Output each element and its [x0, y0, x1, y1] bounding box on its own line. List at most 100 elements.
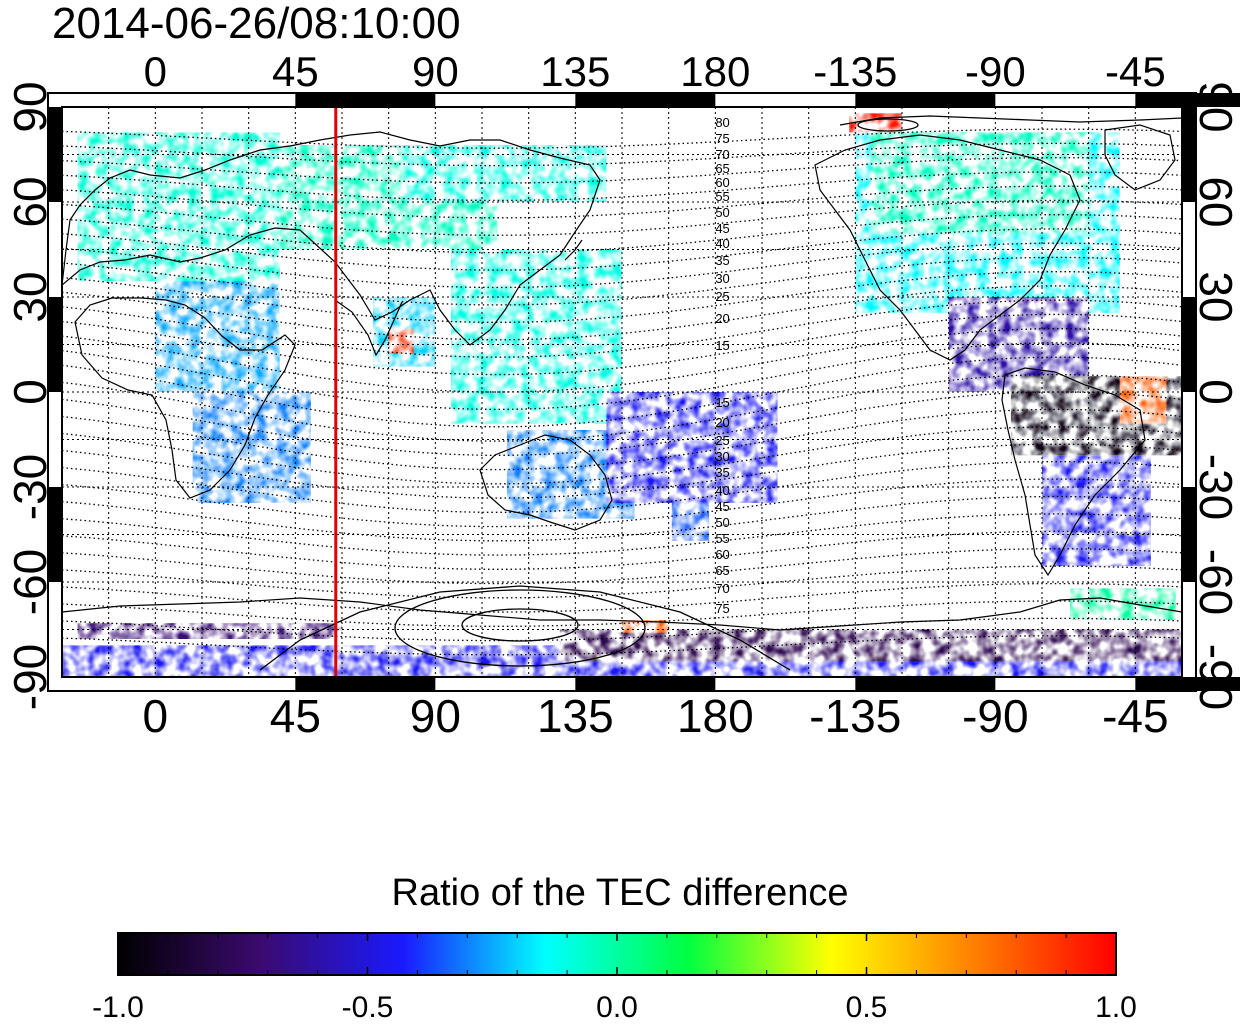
x-tick-label-bottom: -45 [1102, 690, 1168, 742]
y-tick-label-left: 0 [4, 379, 56, 405]
x-tick-label-top: -135 [813, 48, 897, 95]
contour-line [62, 513, 1182, 556]
frame-bands [48, 93, 1240, 691]
colorbar-ticks: -1.0 -0.5 0.0 0.5 1.0 [92, 933, 1137, 1024]
data-region-3 [155, 281, 280, 392]
x-tick-label-top: -90 [965, 48, 1026, 95]
frame-band-top [295, 93, 436, 107]
y-tick-label-right: -60 [1190, 549, 1240, 615]
x-tick-label-top: 45 [272, 48, 319, 95]
contour-line [62, 271, 1182, 323]
contour-label-south: 55 [715, 531, 729, 546]
frame-band-bottom [295, 677, 436, 691]
contour-label-south: 45 [715, 499, 729, 514]
coast-australia [479, 434, 613, 531]
y-tick-label-left: -90 [4, 644, 56, 710]
contour-labels: 8075706560555045403530252015152025303540… [715, 115, 729, 616]
x-tick-label-top: 135 [540, 48, 610, 95]
contour-line [62, 214, 1182, 254]
contour-label-north: 70 [715, 147, 729, 162]
frame-band-bottom [1135, 677, 1240, 691]
data-region-16 [1042, 455, 1151, 567]
frame-band-right [1182, 487, 1196, 582]
y-tick-label-right: 0 [1190, 379, 1240, 405]
data-region-7 [450, 249, 622, 424]
frame-band-bottom [575, 677, 716, 691]
contour-line [62, 299, 1182, 358]
contour-line [62, 443, 1182, 499]
x-tick-label-bottom: -135 [809, 690, 901, 742]
colorbar-tick-label: -0.5 [342, 991, 394, 1024]
contour-label-south: 60 [715, 547, 729, 562]
frame-band-left [48, 107, 62, 202]
contour-line [62, 228, 1182, 271]
x-tick-label-top: 180 [680, 48, 750, 95]
y-tick-label-left: 90 [4, 81, 56, 132]
frame-band-top [1135, 93, 1240, 107]
colorbar-tick-label: 1.0 [1095, 991, 1137, 1024]
y-tick-label-right: 60 [1190, 176, 1240, 227]
x-tick-label-bottom: 90 [410, 690, 461, 742]
contour-label-south: 15 [715, 395, 729, 410]
data-region-15 [1119, 376, 1167, 424]
y-tick-label-right: 90 [1190, 81, 1240, 132]
contour-label-south: 20 [715, 415, 729, 430]
frame-band-top [855, 93, 996, 107]
coast-greenland [1104, 124, 1176, 191]
contour-label-south: 75 [715, 601, 729, 616]
contour-label-south: 70 [715, 581, 729, 596]
data-region-20 [77, 623, 343, 639]
x-tick-label-top: 90 [412, 48, 459, 95]
lat-lon-grid [62, 107, 1182, 677]
data-region-10 [606, 392, 778, 503]
y-tick-label-left: 30 [4, 271, 56, 322]
contour-label-south: 65 [715, 563, 729, 578]
contour-label-north: 45 [715, 221, 729, 236]
contour-label-south: 25 [715, 433, 729, 448]
pole-contours [259, 115, 1182, 671]
contour-label-north: 15 [715, 338, 729, 353]
frame-band-left [48, 487, 62, 582]
y-tick-label-left: 60 [4, 176, 56, 227]
data-region-4 [192, 392, 311, 503]
x-tick-label-bottom: -90 [962, 690, 1028, 742]
frame-band-left [48, 297, 62, 392]
x-tick-label-bottom: 45 [270, 690, 321, 742]
data-region-6 [388, 328, 414, 354]
contour-label-south: 50 [715, 515, 729, 530]
contour-label-north: 60 [715, 175, 729, 190]
data-region-22 [849, 113, 902, 133]
contour-label-north: 80 [715, 115, 729, 130]
colorbar-tick-label: 0.5 [846, 991, 888, 1024]
contour-line [62, 242, 1182, 289]
x-tick-label-top: 0 [144, 48, 167, 95]
colorbar-tick-label: 0.0 [596, 991, 638, 1024]
x-tick-label-bottom: 180 [677, 690, 754, 742]
data-region-2 [404, 145, 607, 202]
y-tick-label-left: -30 [4, 454, 56, 520]
y-tick-label-right: -90 [1190, 644, 1240, 710]
contour-label-north: 20 [715, 311, 729, 326]
data-region-19 [559, 629, 1182, 662]
colorbar-tick-label: -1.0 [92, 991, 144, 1024]
frame-band-right [1182, 107, 1196, 202]
contour-label-north: 40 [715, 236, 729, 251]
contour-line [62, 461, 1182, 513]
contour-label-north: 30 [715, 271, 729, 286]
chart-title: 2014-06-26/08:10:00 [52, 0, 461, 48]
data-region-9 [671, 502, 710, 541]
frame-band-bottom [855, 677, 996, 691]
frame-band-right [1182, 297, 1196, 392]
x-tick-label-bottom: 0 [143, 690, 169, 742]
contour-label-south: 30 [715, 449, 729, 464]
contour-label-north: 35 [715, 253, 729, 268]
coast-india [334, 299, 403, 357]
x-tick-label-top: -45 [1105, 48, 1166, 95]
frame-band-top [575, 93, 716, 107]
contour-label-south: 35 [715, 465, 729, 480]
contour-label-north: 50 [715, 205, 729, 220]
data-region-12 [870, 132, 1089, 234]
contour-label-north: 55 [715, 189, 729, 204]
y-tick-label-right: -30 [1190, 454, 1240, 520]
